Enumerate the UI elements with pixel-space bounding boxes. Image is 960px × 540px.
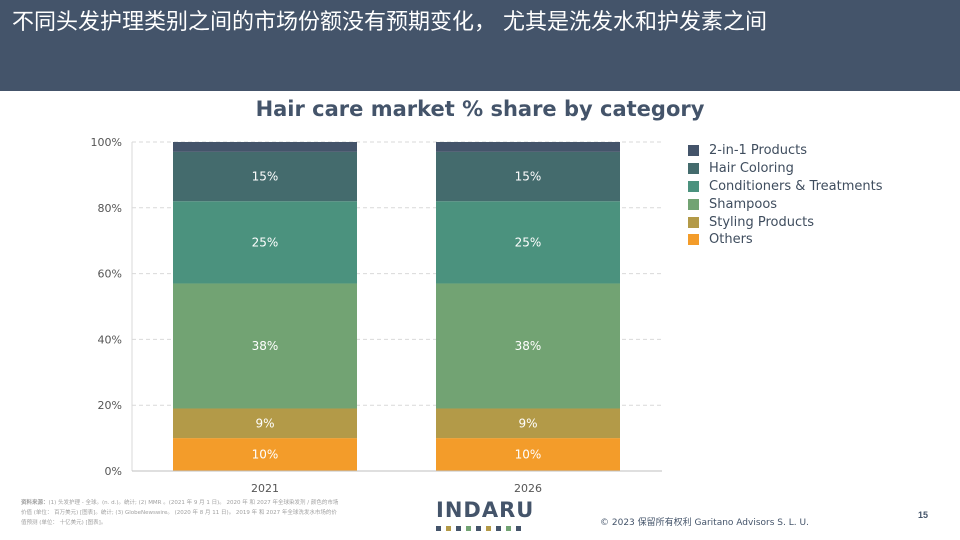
data-label: 10% — [515, 448, 542, 462]
page-number: 15 — [918, 510, 929, 520]
legend-swatch — [688, 198, 699, 210]
source-label: 资料来源： — [21, 500, 49, 506]
bar-segment-styling-products — [436, 408, 620, 439]
bar-segment-2-in-1-products — [173, 142, 357, 152]
y-tick-label: 80% — [98, 202, 122, 215]
legend-item: Hair Coloring — [688, 160, 882, 178]
y-tick-label: 40% — [98, 333, 122, 346]
x-tick-label: 2021 — [251, 482, 279, 495]
bar-segment-conditioners-treatments — [436, 201, 620, 284]
data-label: 38% — [515, 339, 542, 353]
legend-label: Others — [709, 232, 753, 248]
indaru-logo: INDARU — [436, 498, 534, 531]
x-tick-label: 2026 — [514, 482, 542, 495]
bar-segment-shampoos — [173, 283, 357, 409]
data-label: 25% — [252, 235, 279, 249]
bar-segment-shampoos — [436, 283, 620, 409]
y-tick-label: 0% — [105, 465, 122, 478]
bar-segment-others — [436, 438, 620, 471]
source-text: (1) 头发护理 - 全球。(n. d.)。统计; (2) MMR 。(2021… — [21, 500, 339, 526]
data-label: 25% — [515, 235, 542, 249]
y-tick-label: 20% — [98, 399, 122, 412]
copyright-text: © 2023 保留所有权利 Garitano Advisors S. L. U. — [600, 518, 809, 528]
slide-title: 不同头发护理类别之间的市场份额没有预期变化， 尤其是洗发水和护发素之间 — [12, 10, 767, 35]
bar-segment-others — [173, 438, 357, 471]
legend-label: Styling Products — [709, 214, 815, 230]
legend-item: Styling Products — [688, 213, 882, 231]
data-label: 9% — [518, 416, 537, 430]
chart-legend: 2-in-1 Products Hair Coloring Conditioners… — [688, 142, 882, 249]
chart-title: Hair care market % share by category — [255, 97, 705, 121]
bar-segment-2-in-1-products — [436, 142, 620, 152]
bar-segment-hair-coloring — [173, 151, 357, 202]
logo-dots — [436, 526, 534, 531]
legend-label: Conditioners & Treatments — [709, 178, 883, 194]
bar-segment-styling-products — [173, 408, 357, 439]
data-label: 38% — [252, 339, 279, 353]
logo-text: INDARU — [436, 498, 535, 522]
legend-label: Shampoos — [709, 196, 778, 212]
source-note: 资料来源：(1) 头发护理 - 全球。(n. d.)。统计; (2) MMR 。… — [21, 498, 341, 528]
data-label: 15% — [252, 170, 279, 184]
header-bar — [0, 0, 960, 91]
data-label: 10% — [252, 448, 279, 462]
bar-segment-hair-coloring — [436, 151, 620, 202]
legend-item: Conditioners & Treatments — [688, 178, 882, 196]
legend-label: 2-in-1 Products — [709, 143, 808, 159]
legend-swatch — [688, 216, 699, 228]
legend-item: Others — [688, 231, 882, 249]
legend-swatch — [688, 234, 699, 246]
bar-segment-conditioners-treatments — [173, 201, 357, 284]
y-tick-label: 100% — [91, 136, 122, 149]
y-tick-label: 60% — [98, 268, 122, 281]
legend-swatch — [688, 180, 699, 192]
legend-item: Shampoos — [688, 195, 882, 213]
legend-swatch — [688, 163, 699, 175]
data-label: 9% — [255, 416, 274, 430]
legend-label: Hair Coloring — [709, 161, 794, 177]
legend-swatch — [688, 145, 699, 157]
data-label: 15% — [515, 170, 542, 184]
legend-item: 2-in-1 Products — [688, 142, 882, 160]
